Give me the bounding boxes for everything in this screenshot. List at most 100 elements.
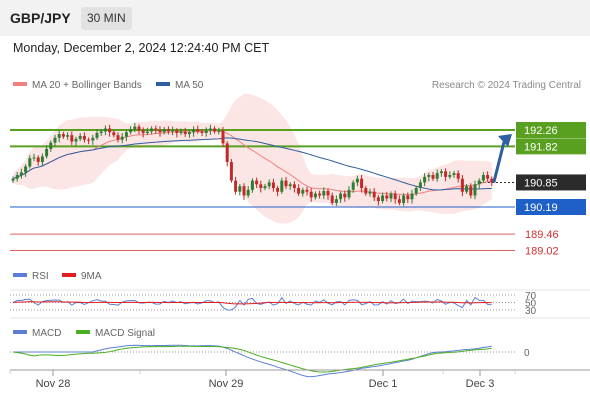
legend-bollinger-label: MA 20 + Bollinger Bands bbox=[32, 80, 142, 91]
candle-body bbox=[406, 195, 410, 200]
rsi-swatch bbox=[13, 273, 27, 278]
candle-body bbox=[124, 132, 128, 137]
candle-body bbox=[477, 180, 481, 185]
bollinger-swatch bbox=[13, 82, 27, 87]
candle-body bbox=[196, 129, 200, 132]
candle-body bbox=[360, 178, 364, 189]
x-tick-label: Dec 3 bbox=[466, 378, 495, 390]
candle-body bbox=[313, 193, 317, 198]
candle-body bbox=[208, 128, 212, 131]
candle-body bbox=[364, 188, 368, 194]
candle-body bbox=[385, 195, 389, 199]
candle-body bbox=[32, 157, 36, 159]
candle-body bbox=[61, 134, 65, 137]
rsi-level-label-70: 70 bbox=[525, 291, 537, 302]
candle-body bbox=[284, 180, 288, 187]
candle-body bbox=[347, 189, 351, 198]
candle-body bbox=[267, 182, 271, 187]
credit-text: Research © 2024 Trading Central bbox=[431, 80, 581, 91]
candle-body bbox=[57, 134, 61, 138]
candle-body bbox=[187, 132, 191, 135]
candle-body bbox=[53, 137, 57, 143]
price-label-support-4: 189.46 bbox=[525, 229, 559, 241]
candle-body bbox=[133, 126, 137, 130]
legend-9ma: 9MA bbox=[62, 271, 102, 282]
ma50-swatch bbox=[156, 82, 170, 87]
candle-body bbox=[431, 175, 435, 179]
candle-body bbox=[246, 189, 250, 196]
candle-body bbox=[108, 128, 112, 133]
candle-body bbox=[486, 175, 490, 179]
candle-body bbox=[276, 188, 280, 192]
candle-body bbox=[456, 173, 460, 179]
x-tick-label: Dec 1 bbox=[369, 378, 398, 390]
candle-body bbox=[217, 130, 221, 132]
candle-body bbox=[439, 171, 443, 174]
candle-body bbox=[40, 156, 44, 162]
candle-body bbox=[444, 171, 448, 177]
candle-body bbox=[70, 135, 74, 142]
candle-body bbox=[330, 195, 334, 203]
candle-body bbox=[87, 139, 91, 141]
price-label-resistance-1: 191.82 bbox=[524, 141, 558, 153]
rsi-level-label-30: 30 bbox=[525, 306, 537, 317]
candle-body bbox=[255, 180, 259, 185]
candle-body bbox=[280, 180, 284, 192]
candle-body bbox=[259, 184, 263, 189]
candle-body bbox=[158, 130, 162, 133]
candle-body bbox=[288, 184, 292, 187]
price-label-current: 190.85 bbox=[524, 177, 558, 189]
candle-body bbox=[389, 193, 393, 199]
candle-body bbox=[334, 199, 338, 203]
candle-body bbox=[116, 135, 120, 140]
candle-body bbox=[137, 126, 141, 131]
macd-swatch bbox=[13, 330, 27, 335]
9ma-swatch bbox=[62, 273, 76, 278]
candle-body bbox=[49, 142, 53, 149]
candle-body bbox=[171, 130, 175, 132]
legend-macd-signal: MACD Signal bbox=[76, 328, 155, 339]
candle-body bbox=[154, 128, 158, 130]
candle-body bbox=[213, 128, 217, 132]
candle-body bbox=[229, 161, 233, 181]
price-tag-current bbox=[516, 174, 586, 191]
candle-body bbox=[19, 172, 23, 176]
symbol-label: GBP/JPY bbox=[10, 10, 71, 26]
legend-bollinger: MA 20 + Bollinger Bands bbox=[13, 80, 142, 91]
candle-body bbox=[28, 158, 32, 167]
legend-macd: MACD bbox=[13, 328, 61, 339]
candle-body bbox=[393, 193, 397, 200]
candle-body bbox=[368, 191, 372, 194]
candle-body bbox=[204, 130, 208, 133]
price-tag-pivot-3 bbox=[516, 199, 586, 215]
header-bar: GBP/JPY 30 MIN bbox=[0, 0, 590, 36]
candle-body bbox=[490, 178, 494, 183]
rsi-9ma-line bbox=[12, 301, 492, 305]
candle-body bbox=[448, 175, 452, 177]
price-label-resistance-0: 192.26 bbox=[524, 125, 558, 137]
candle-body bbox=[225, 143, 229, 162]
candle-body bbox=[145, 131, 149, 133]
timeframe-button[interactable]: 30 MIN bbox=[81, 7, 132, 30]
candle-body bbox=[418, 182, 422, 189]
candle-body bbox=[271, 182, 275, 189]
candle-body bbox=[343, 193, 347, 198]
candle-body bbox=[24, 166, 28, 173]
candle-body bbox=[435, 173, 439, 179]
candle-body bbox=[452, 173, 456, 176]
price-label-support-5: 189.02 bbox=[525, 246, 559, 258]
macd-zero-label: 0 bbox=[524, 348, 530, 359]
candle-body bbox=[99, 131, 103, 133]
candle-body bbox=[141, 130, 145, 133]
candle-body bbox=[414, 188, 418, 194]
legend-rsi-label: RSI bbox=[32, 271, 49, 282]
candle-body bbox=[263, 186, 267, 189]
candle-body bbox=[66, 135, 70, 137]
candle-body bbox=[103, 128, 107, 132]
macd-line bbox=[13, 344, 492, 378]
legend-ma50-label: MA 50 bbox=[175, 80, 204, 91]
candle-body bbox=[292, 184, 296, 189]
rsi-line bbox=[12, 296, 492, 311]
candle-body bbox=[192, 129, 196, 133]
candle-body bbox=[183, 131, 187, 135]
